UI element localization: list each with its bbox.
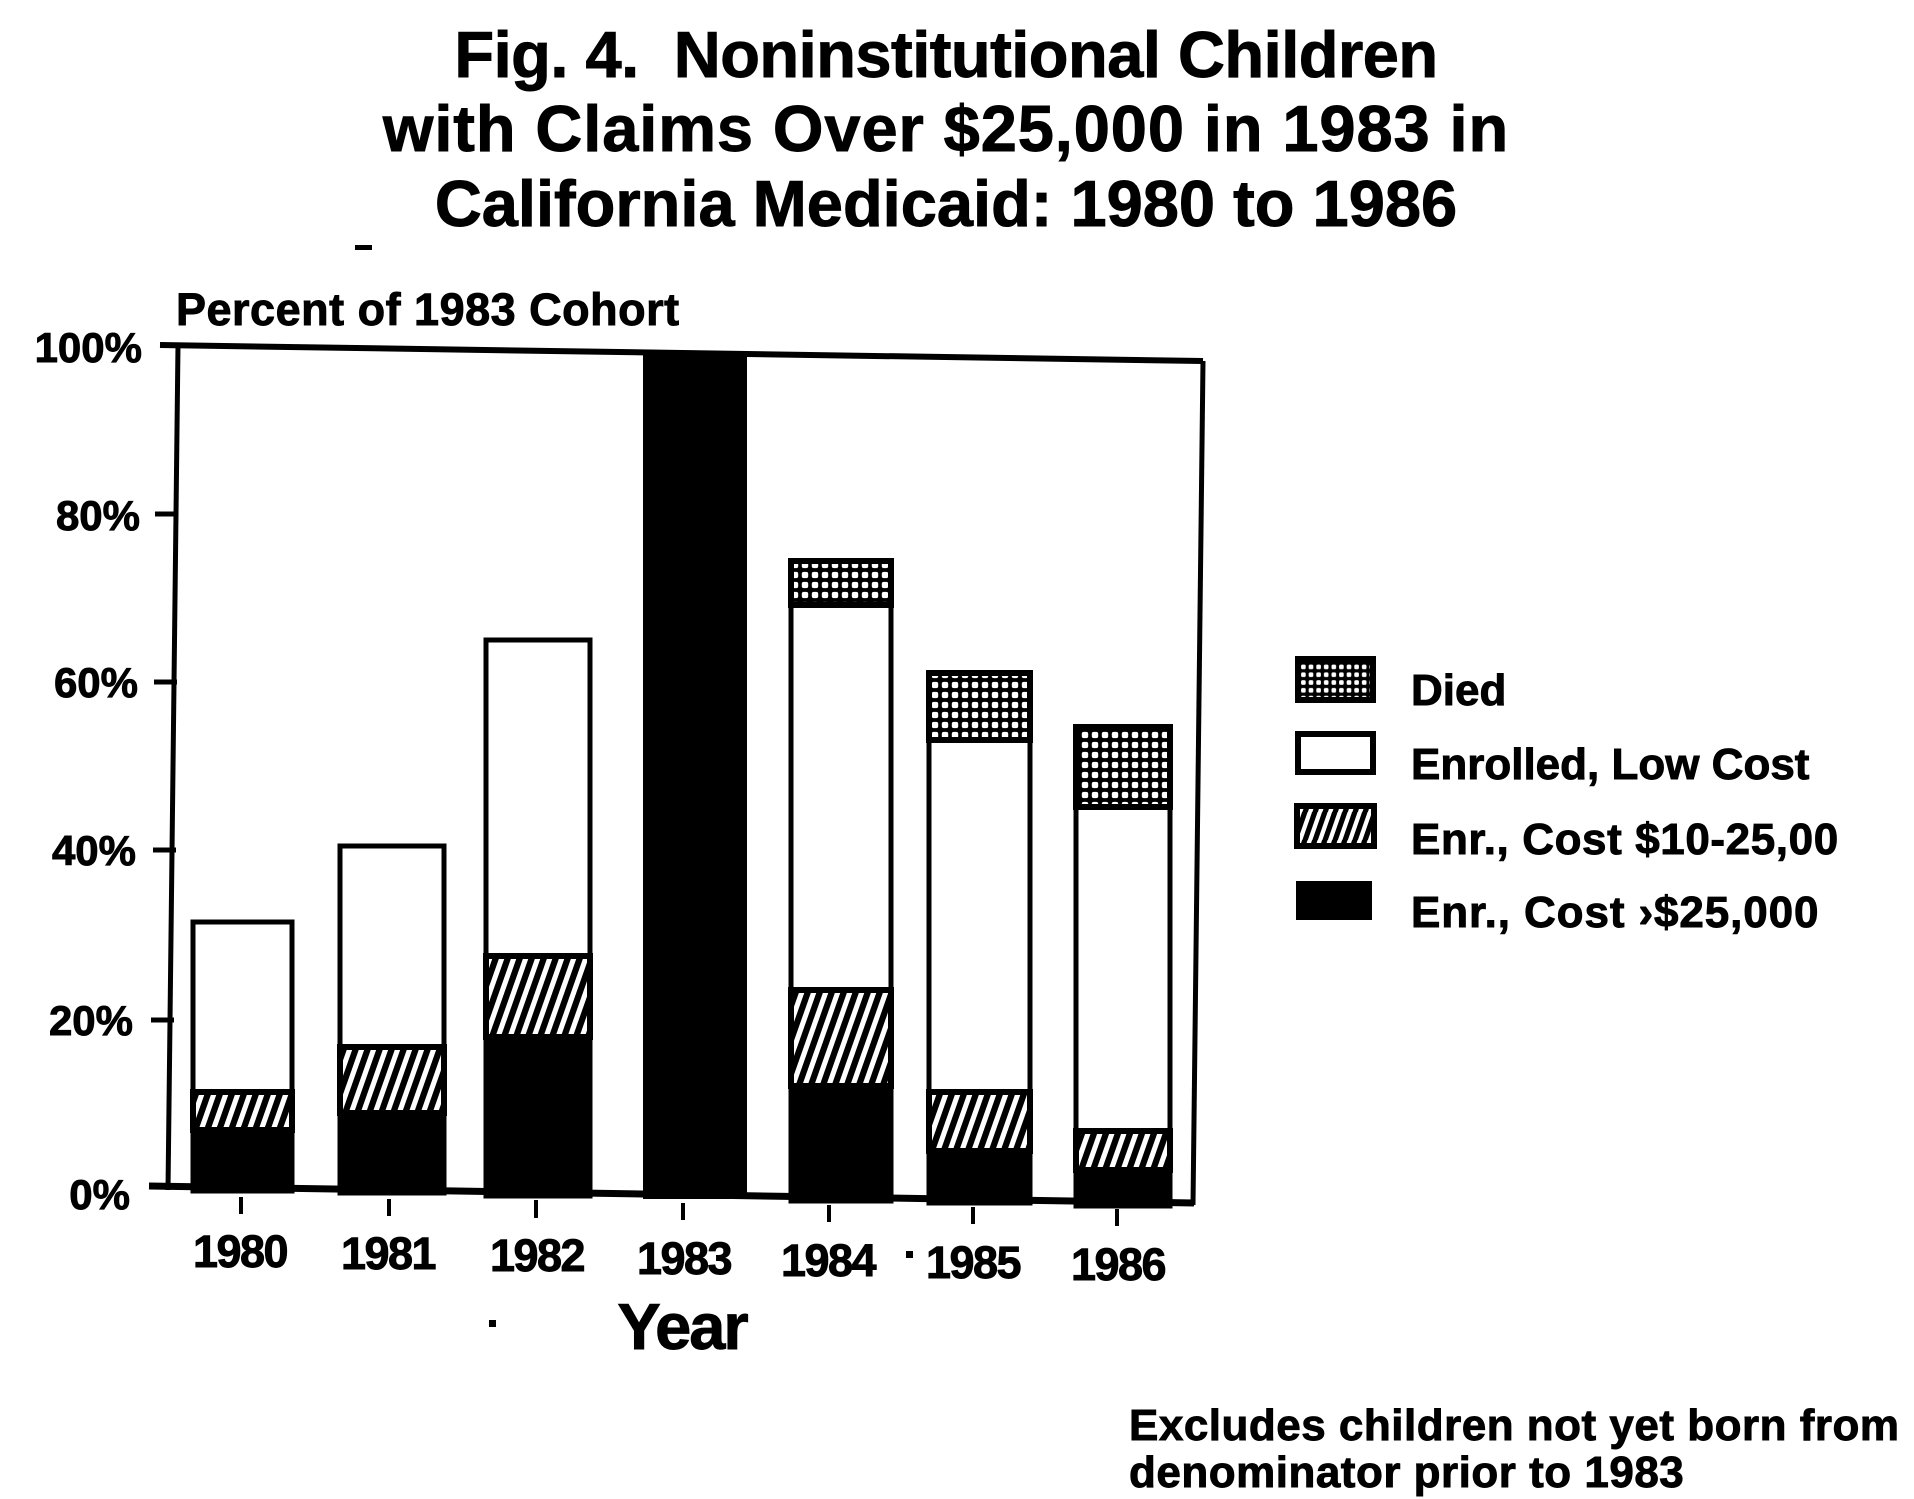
svg-text:Enr., Cost ›$25,000: Enr., Cost ›$25,000 xyxy=(1411,888,1819,937)
svg-text:1984: 1984 xyxy=(781,1235,877,1286)
svg-text:Enr., Cost $10-25,00: Enr., Cost $10-25,00 xyxy=(1411,815,1839,864)
svg-text:Died: Died xyxy=(1411,666,1506,715)
svg-text:Excludes children not yet born: Excludes children not yet born from xyxy=(1129,1401,1900,1450)
svg-text:with Claims Over $25,000 in 19: with Claims Over $25,000 in 1983 in xyxy=(382,92,1509,165)
svg-text:Percent of 1983 Cohort: Percent of 1983 Cohort xyxy=(176,284,680,335)
svg-text:1982: 1982 xyxy=(490,1230,585,1281)
svg-text:Enrolled, Low Cost: Enrolled, Low Cost xyxy=(1411,740,1810,789)
svg-text:100%: 100% xyxy=(35,324,142,371)
svg-text:20%: 20% xyxy=(49,997,133,1044)
svg-text:denominator prior to 1983: denominator prior to 1983 xyxy=(1129,1448,1684,1497)
svg-text:Year: Year xyxy=(617,1290,748,1363)
svg-text:1983: 1983 xyxy=(637,1233,732,1284)
svg-text:40%: 40% xyxy=(52,827,136,874)
svg-text:Fig. 4. Noninstitutional Chil: Fig. 4. Noninstitutional Children xyxy=(454,18,1437,91)
svg-text:1980: 1980 xyxy=(193,1226,288,1277)
svg-text:60%: 60% xyxy=(54,659,138,706)
svg-text:0%: 0% xyxy=(69,1171,130,1218)
svg-text:1986: 1986 xyxy=(1071,1239,1166,1290)
svg-text:1981: 1981 xyxy=(341,1228,436,1279)
svg-text:1985: 1985 xyxy=(926,1237,1021,1288)
svg-text:California Medicaid: 1980 to 1: California Medicaid: 1980 to 1986 xyxy=(435,167,1457,240)
svg-text:80%: 80% xyxy=(56,492,140,539)
